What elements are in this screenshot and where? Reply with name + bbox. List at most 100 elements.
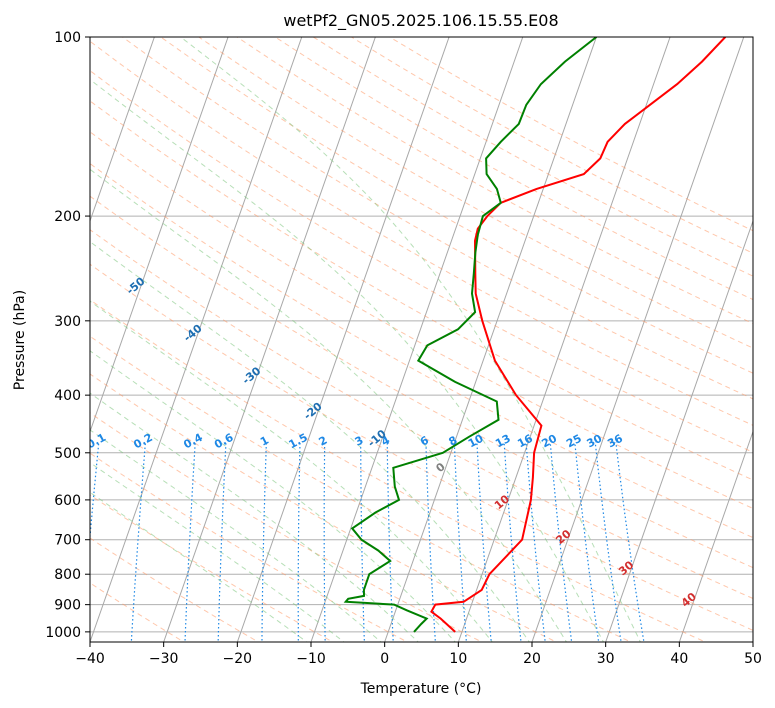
x-tick-label: 0 — [380, 651, 389, 667]
dry-adiabat-line — [122, 37, 753, 400]
mixing-ratio-label: 20 — [539, 432, 559, 451]
moist-adiabat-line — [90, 462, 345, 642]
mixing-ratio-line — [549, 442, 573, 642]
mixing-ratio-label: 16 — [515, 432, 535, 451]
mixing-ratio-line — [525, 442, 546, 642]
moist-adiabat-line — [90, 78, 605, 642]
dry-adiabat-line — [90, 100, 753, 481]
dry-adiabat-line — [90, 70, 753, 453]
isotherm-line — [605, 219, 753, 642]
mixing-ratio-line — [184, 442, 196, 642]
mixing-ratio-label: 6 — [418, 433, 431, 448]
mixing-ratio-line — [503, 442, 522, 642]
x-axis: −40 −30 −20 −10 0 10 20 30 40 50 — [75, 642, 762, 667]
plot-frame — [89, 36, 754, 643]
mixing-ratio-label: 0.6 — [212, 431, 236, 452]
isotherm-label: -60 — [68, 224, 92, 247]
dry-adiabat-line — [90, 335, 632, 642]
isotherm-line — [90, 37, 303, 642]
mixing-ratio-line — [217, 442, 227, 642]
dry-adiabat-line — [90, 195, 753, 569]
dry-adiabat-line — [198, 37, 753, 349]
isotherm-line — [90, 37, 155, 223]
mixing-ratio-line — [386, 442, 394, 642]
x-tick-label: −20 — [223, 651, 253, 667]
dry-adiabat-line — [90, 373, 558, 642]
moist-adiabat-line — [90, 168, 568, 642]
isotherm-line — [531, 37, 745, 642]
plot-area: 0.10.20.40.611.52346810131620253036-100-… — [13, 37, 753, 642]
mixing-ratio-line — [476, 442, 492, 642]
isotherm-line — [90, 37, 229, 434]
dry-adiabat-line — [90, 263, 753, 631]
mixing-ratio-label: 0.2 — [132, 431, 155, 452]
dry-adiabat-line — [160, 37, 753, 374]
x-tick-label: 10 — [449, 651, 467, 667]
x-tick-label: 30 — [597, 651, 615, 667]
mixing-ratio-line — [261, 442, 267, 642]
moist-adiabat-line — [179, 37, 641, 642]
y-axis-label: Pressure (hPa) — [12, 290, 28, 390]
y-axis: 100 200 300 400 500 600 700 800 900 1000 — [45, 30, 90, 641]
mixing-ratio-line — [130, 442, 147, 642]
isotherm-line — [752, 640, 753, 642]
dry-adiabat-line — [90, 452, 409, 642]
moist-adiabat-line — [90, 241, 531, 642]
dewpoint-profile-line — [343, 37, 598, 633]
dry-adiabat-line — [389, 37, 753, 232]
mixing-ratio-line — [594, 442, 622, 642]
isotherm-label: -70 — [13, 170, 37, 193]
mixing-ratio-label: 0.1 — [85, 431, 108, 452]
dry-adiabat-line — [90, 40, 753, 426]
mixing-ratio-line — [425, 442, 437, 642]
dry-adiabat-line — [90, 131, 753, 509]
dry-adiabat-line — [90, 299, 707, 642]
y-tick-label: 800 — [54, 567, 81, 583]
temperature-profile-line — [430, 37, 727, 633]
y-tick-label: 500 — [54, 446, 81, 462]
mixing-ratio-label: 10 — [466, 432, 486, 451]
isotherm-line — [384, 37, 597, 642]
x-tick-label: −40 — [75, 651, 105, 667]
dry-adiabat-line — [90, 494, 334, 642]
x-tick-label: 40 — [670, 651, 688, 667]
dry-adiabat-line — [90, 229, 753, 599]
mixing-ratio-line — [615, 442, 645, 642]
mixing-ratio-line — [360, 442, 365, 642]
dry-adiabat-line — [90, 412, 483, 642]
moist-adiabat-line — [90, 491, 308, 642]
mixing-ratio-label: 30 — [585, 432, 605, 451]
isotherm-line — [163, 37, 376, 642]
mixing-ratio-line — [297, 442, 301, 642]
moist-adiabat-line — [90, 429, 382, 642]
mixing-ratio-label: 3 — [353, 434, 366, 449]
dry-adiabat-line — [90, 537, 260, 642]
dry-adiabat-line — [90, 162, 753, 539]
isotherm-line — [678, 430, 753, 642]
mixing-ratio-line — [574, 442, 600, 642]
x-tick-label: 20 — [523, 651, 541, 667]
x-tick-label: −10 — [296, 651, 326, 667]
isotherm-line — [310, 37, 524, 642]
y-tick-label: 100 — [54, 30, 81, 46]
y-tick-label: 1000 — [45, 625, 81, 641]
moist-adiabat-line — [90, 300, 493, 642]
y-tick-label: 700 — [54, 533, 81, 549]
moist-adiabat-line — [90, 392, 419, 642]
y-tick-label: 400 — [54, 388, 81, 404]
mixing-ratio-line — [453, 442, 468, 642]
y-tick-label: 600 — [54, 493, 81, 509]
x-tick-label: 50 — [744, 651, 762, 667]
mixing-ratio-label: 2 — [317, 434, 330, 449]
x-tick-label: −30 — [149, 651, 179, 667]
mixing-ratio-label: 25 — [564, 432, 584, 451]
x-axis-label: Temperature (°C) — [360, 681, 482, 697]
mixing-ratio-label: 0.4 — [181, 431, 205, 452]
isotherm-line — [457, 37, 671, 642]
mixing-ratio-line — [323, 442, 326, 642]
mixing-ratio-label: 1.5 — [287, 431, 310, 452]
mixing-ratio-label: 13 — [493, 432, 513, 451]
y-tick-label: 900 — [54, 598, 81, 614]
isotherm-line — [236, 37, 450, 642]
